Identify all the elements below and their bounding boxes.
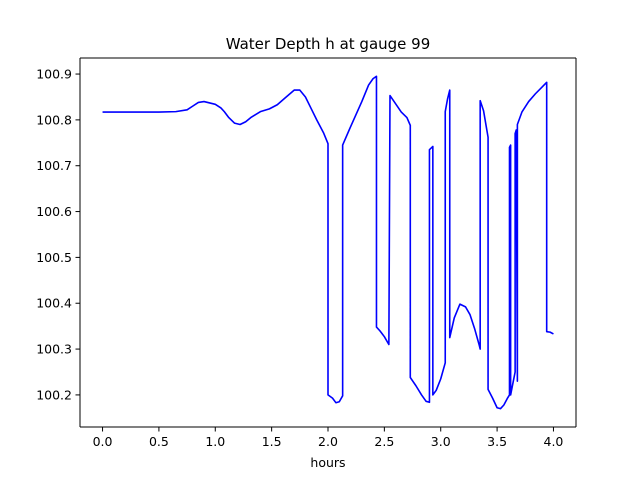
- x-tick-label: 3.0: [431, 434, 451, 449]
- x-axis-label: hours: [310, 455, 345, 470]
- x-tick-label: 2.0: [318, 434, 338, 449]
- series-line-1: [102, 75, 554, 410]
- x-tick-label: 1.5: [262, 434, 282, 449]
- x-tick-label: 1.0: [205, 434, 225, 449]
- y-tick-label: 100.3: [36, 342, 72, 357]
- y-tick-label: 100.4: [36, 296, 72, 311]
- y-tick-label: 100.9: [36, 67, 72, 82]
- y-tick-label: 100.5: [36, 250, 72, 265]
- x-tick-label: 0.0: [93, 434, 113, 449]
- chart-title: Water Depth h at gauge 99: [226, 35, 431, 53]
- plot-area: [102, 75, 554, 410]
- y-tick-label: 100.7: [36, 158, 72, 173]
- x-tick-label: 4.0: [544, 434, 564, 449]
- y-tick-label: 100.8: [36, 112, 72, 127]
- y-tick-label: 100.6: [36, 204, 72, 219]
- y-tick-label: 100.2: [36, 387, 72, 402]
- x-tick-label: 2.5: [374, 434, 394, 449]
- x-tick-label: 3.5: [487, 434, 507, 449]
- axes: 0.0 0.5 1.0 1.5 2.0 2.5 3.0 3.5 4.0 100.2 100.3 100…: [36, 57, 577, 449]
- x-tick-label: 0.5: [149, 434, 169, 449]
